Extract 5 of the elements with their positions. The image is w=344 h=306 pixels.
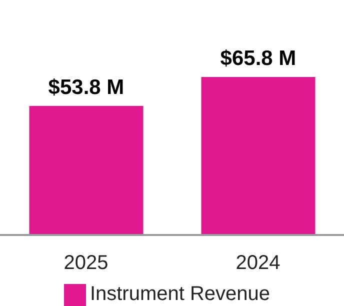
x-tick-label: 2025: [64, 252, 108, 274]
legend-label: Instrument Revenue: [90, 283, 270, 305]
x-tick-label: 2024: [236, 252, 280, 274]
data-label: $53.8 M: [48, 76, 124, 99]
data-label: $65.8 M: [220, 47, 296, 70]
